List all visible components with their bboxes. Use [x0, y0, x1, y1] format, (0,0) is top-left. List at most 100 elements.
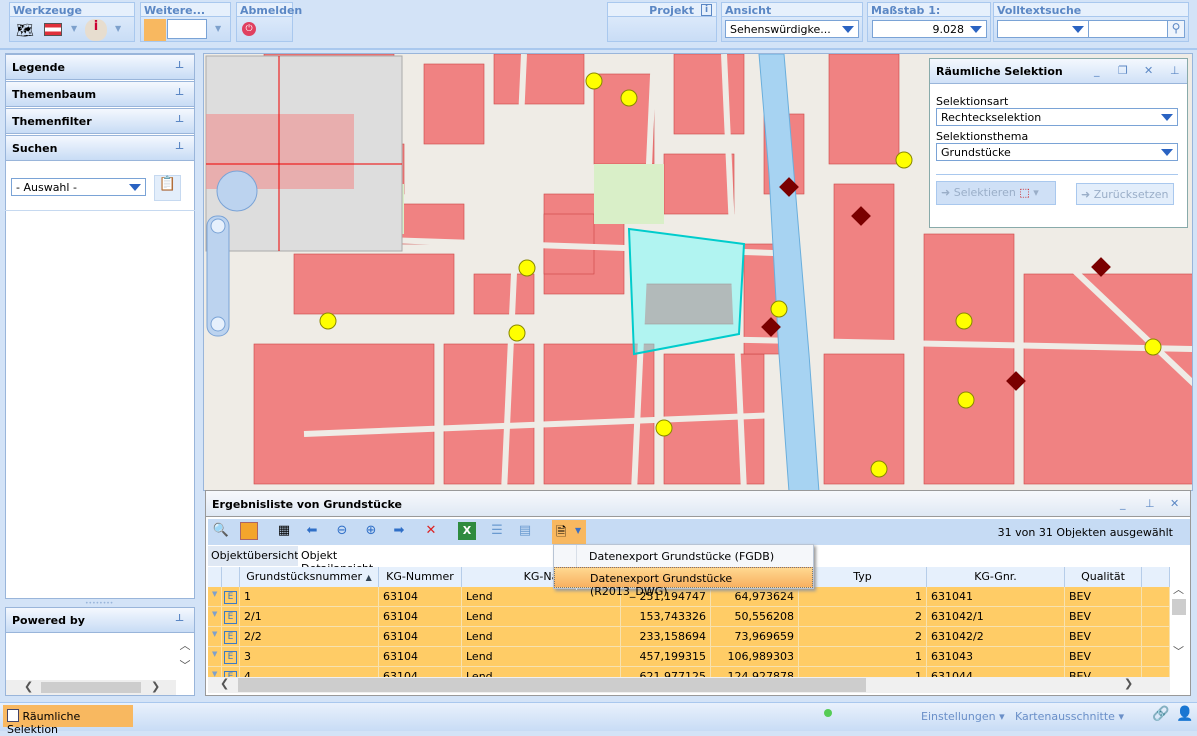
tab-objektuebersicht[interactable]: Objektübersicht — [208, 546, 299, 566]
pin-icon[interactable]: ⊥ — [174, 60, 184, 71]
table-row[interactable] — [208, 587, 1170, 607]
scale-select[interactable]: 9.028 — [872, 20, 987, 38]
search-icon[interactable]: ⚲ — [1167, 20, 1185, 38]
pin-icon[interactable]: ⊥ — [174, 141, 184, 152]
scroll-left-icon[interactable]: ❮ — [220, 677, 230, 690]
scroll-left-icon[interactable]: ❮ — [24, 680, 34, 693]
zoom-to-icon[interactable]: 🔍 — [212, 523, 230, 538]
close-icon[interactable]: ✕ — [1144, 64, 1154, 77]
table-row[interactable] — [208, 607, 1170, 627]
zoom-out-icon[interactable] — [210, 316, 226, 332]
row-detail-icon[interactable]: E — [222, 647, 240, 667]
search-category-select[interactable] — [997, 20, 1089, 38]
vertical-scrollbar[interactable]: ︿ ﹀ — [1170, 567, 1190, 677]
scrollbar-thumb[interactable] — [238, 678, 866, 692]
row-detail-icon[interactable]: E — [222, 587, 240, 607]
arrow-right-icon[interactable]: ➡ — [393, 523, 405, 538]
row-detail-icon[interactable]: E — [222, 607, 240, 627]
row-expand-icon[interactable]: ▼ — [208, 647, 222, 667]
menu-item-export-dwg[interactable]: Datenexport Grundstücke (R2013_DWG) — [554, 567, 813, 598]
column-header[interactable]: Typ — [799, 567, 927, 587]
table-cell: 124,927878 — [711, 667, 799, 677]
clear-icon[interactable]: ✕ — [425, 523, 437, 538]
fulltext-search-input[interactable] — [1088, 20, 1168, 38]
pin-icon[interactable]: ⊥ — [174, 114, 184, 125]
search-table-icon[interactable]: 📋 — [154, 175, 181, 201]
menu-item-export-fgdb[interactable]: Datenexport Grundstücke (FGDB) — [589, 550, 775, 563]
weitere-input[interactable] — [167, 19, 207, 39]
scroll-right-icon[interactable]: ❯ — [151, 680, 161, 693]
zoom-slider[interactable] — [206, 215, 230, 337]
splitter-handle[interactable]: •••••••• — [85, 600, 114, 607]
info-icon[interactable]: i — [701, 4, 712, 16]
pin-icon[interactable]: ⊥ — [1170, 64, 1180, 77]
column-header[interactable]: KG-Nummer — [379, 567, 462, 587]
minimize-icon[interactable]: _ — [1120, 497, 1126, 510]
arrow-left-icon[interactable]: ⬅ — [306, 523, 318, 538]
row-expand-icon[interactable]: ▼ — [208, 587, 222, 607]
info-tool-icon[interactable]: i — [85, 19, 107, 41]
pin-icon[interactable]: ⊥ — [1145, 497, 1155, 510]
panel-themenbaum[interactable]: Themenbaum ⊥ — [5, 81, 195, 107]
zoom-previous-icon[interactable]: ⊖ — [336, 523, 348, 538]
chevron-down-icon — [1161, 149, 1173, 156]
row-detail-icon[interactable]: E — [222, 667, 240, 677]
details-icon[interactable]: ▦ — [277, 523, 291, 538]
column-header[interactable]: Grundstücksnummer ▲ — [240, 567, 379, 587]
reset-button[interactable]: ➜ Zurücksetzen — [1076, 183, 1174, 205]
column-header[interactable]: KG-Gnr. — [927, 567, 1065, 587]
map-tool-icon[interactable]: 🗺 — [16, 23, 34, 39]
list-icon[interactable]: ☰ — [491, 523, 503, 538]
taskbar-spatial-selection[interactable]: Räumliche Selektion — [3, 705, 133, 736]
table-row[interactable] — [208, 667, 1170, 677]
group-werkzeuge: Werkzeuge 🗺 ▼ i ▼ — [9, 2, 135, 42]
pin-icon[interactable]: ⊥ — [174, 613, 184, 624]
map-svg[interactable] — [204, 54, 1193, 491]
table-icon[interactable] — [240, 522, 258, 540]
row-detail-icon[interactable]: E — [222, 627, 240, 647]
select-pointer-icon[interactable] — [144, 19, 166, 41]
horizontal-scrollbar[interactable]: ❮ ❯ — [6, 680, 176, 695]
column-header[interactable]: Qualität — [1065, 567, 1142, 587]
horizontal-scrollbar[interactable]: ❮ ❯ — [208, 677, 1170, 693]
panel-suchen[interactable]: Suchen ⊥ — [5, 135, 195, 161]
row-expand-icon[interactable]: ▼ — [208, 627, 222, 647]
tab-objekt-detailansicht[interactable]: Objekt Detailansicht — [298, 546, 408, 575]
restore-icon[interactable]: ❐ — [1118, 64, 1128, 77]
power-icon[interactable]: ⏻ — [242, 22, 256, 36]
user-avatar-icon[interactable]: 👤 — [1176, 706, 1194, 722]
pin-icon[interactable]: ⊥ — [174, 87, 184, 98]
panel-themenfilter[interactable]: Themenfilter ⊥ — [5, 108, 195, 134]
selection-type-select[interactable]: Rechteckselektion — [936, 108, 1178, 126]
zoom-in-icon[interactable] — [210, 218, 226, 234]
chevron-down-icon[interactable]: ▼ — [215, 24, 222, 33]
zoom-next-icon[interactable]: ⊕ — [365, 523, 377, 538]
link-icon[interactable]: 🔗 — [1152, 706, 1170, 722]
search-type-select[interactable]: - Auswahl - — [11, 178, 146, 196]
panel-legende[interactable]: Legende ⊥ — [5, 54, 195, 80]
chevron-down-icon[interactable]: ▼ — [71, 24, 78, 33]
scrollbar-thumb[interactable] — [41, 682, 141, 693]
column-header-expander — [208, 567, 222, 587]
minimize-icon[interactable]: _ — [1094, 64, 1100, 77]
row-expand-icon[interactable]: ▼ — [208, 667, 222, 677]
selection-theme-select[interactable]: Grundstücke — [936, 143, 1178, 161]
select-button[interactable]: ➜ Selektieren ⬚ ▾ — [936, 181, 1056, 205]
chevron-down-icon[interactable]: ▼ — [115, 24, 122, 33]
settings-menu[interactable]: Einstellungen ▾ — [921, 710, 1005, 723]
scroll-down-icon[interactable]: ﹀ — [1173, 645, 1184, 658]
map-sections-menu[interactable]: Kartenausschnitte ▾ — [1015, 710, 1124, 723]
vertical-scrollbar[interactable]: ︿ ﹀ — [179, 639, 191, 672]
table-row[interactable] — [208, 647, 1170, 667]
print-icon[interactable]: ▤ — [518, 523, 532, 538]
scroll-up-icon[interactable]: ︿ — [1173, 583, 1184, 596]
scroll-right-icon[interactable]: ❯ — [1124, 677, 1134, 690]
close-icon[interactable]: ✕ — [1170, 497, 1180, 510]
row-expand-icon[interactable]: ▼ — [208, 607, 222, 627]
export-dropdown-button[interactable]: 🗎 ▼ — [552, 520, 586, 544]
excel-export-icon[interactable]: X — [458, 522, 476, 540]
austria-flag-icon[interactable] — [44, 23, 62, 36]
table-row[interactable] — [208, 627, 1170, 647]
pan-control[interactable] — [216, 170, 258, 212]
ansicht-select[interactable]: Sehenswürdigke... — [725, 20, 859, 38]
